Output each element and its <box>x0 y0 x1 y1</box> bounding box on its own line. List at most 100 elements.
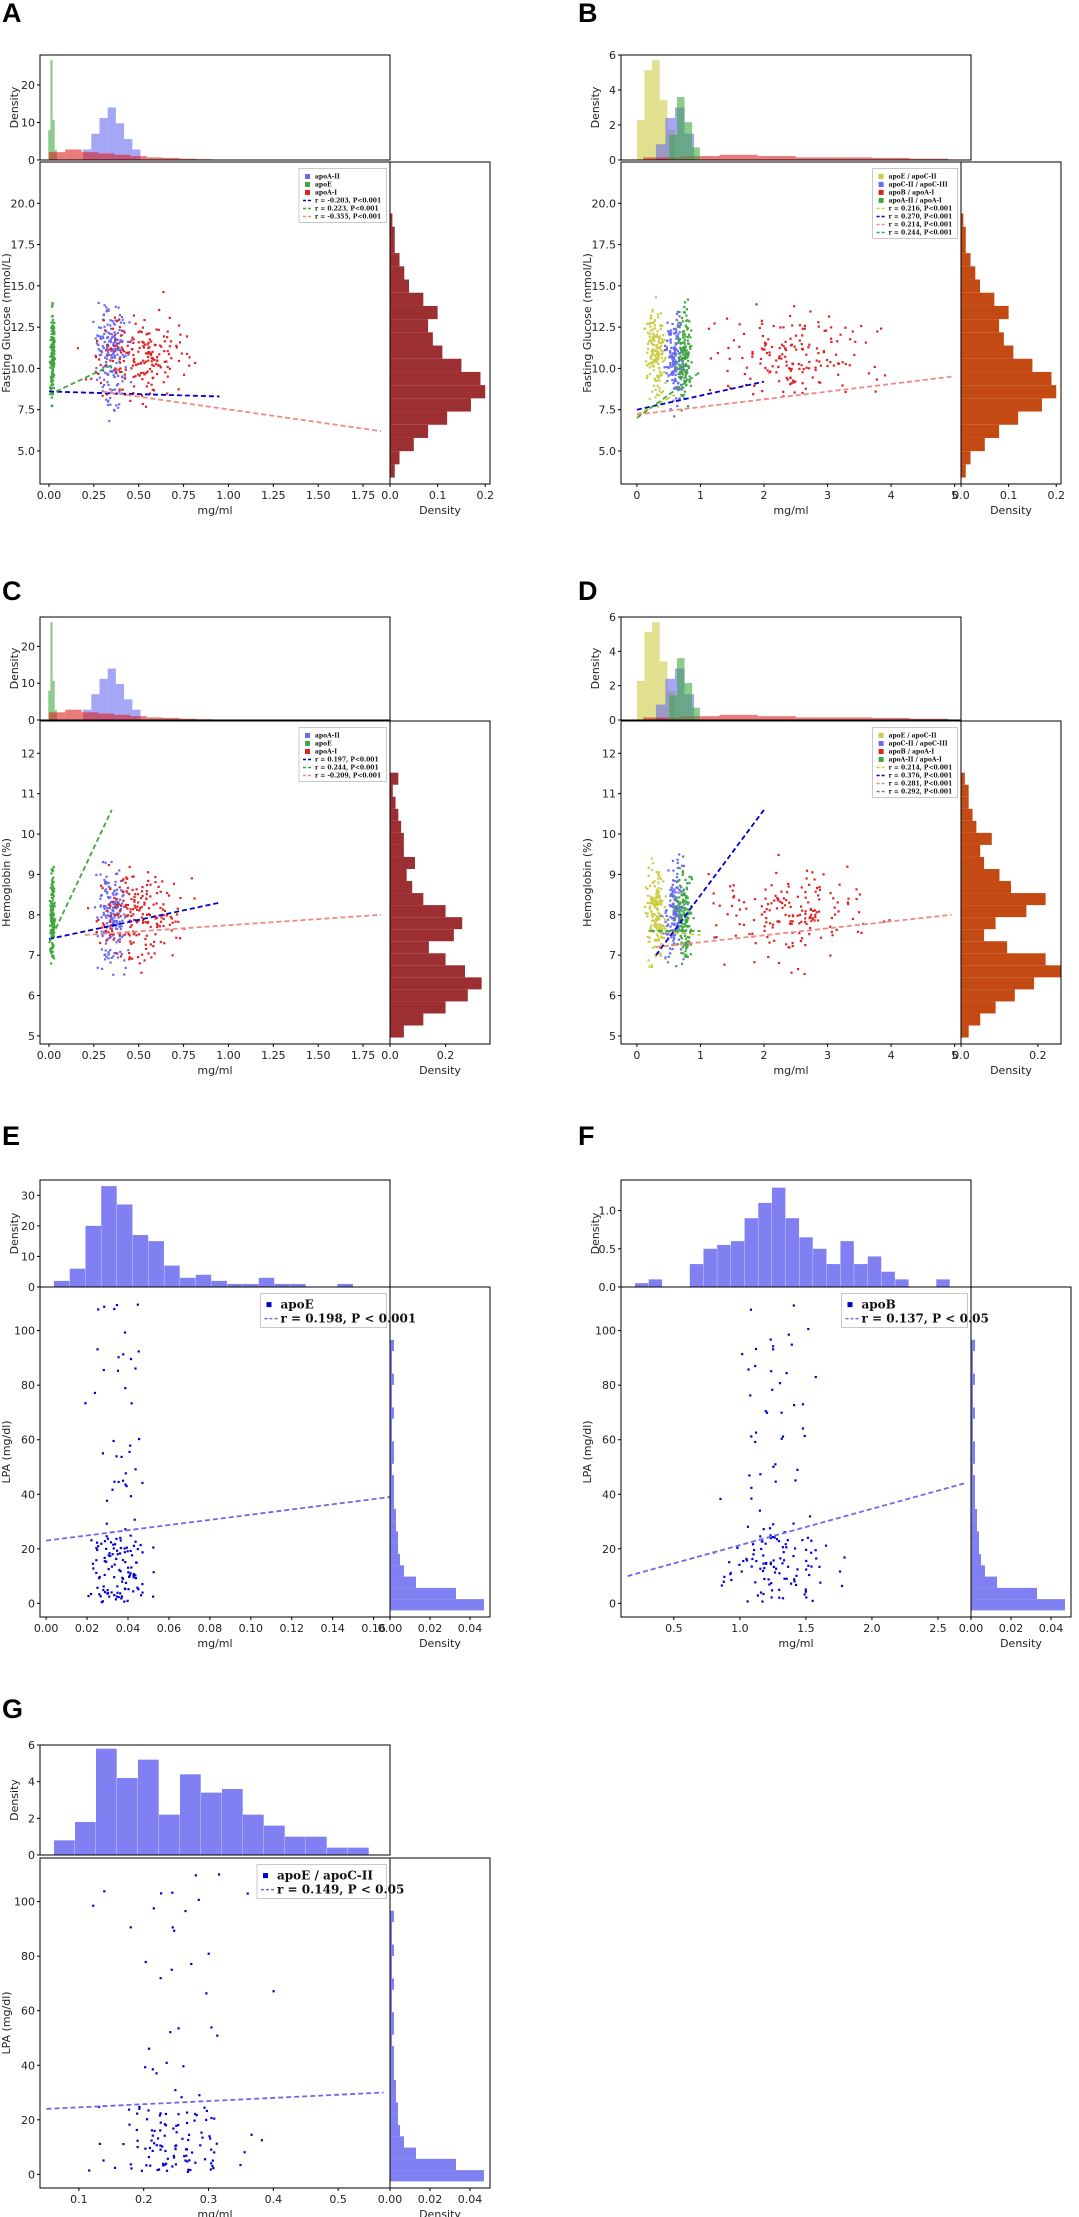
scatter-point <box>657 316 660 319</box>
x-axis-label: mg/ml <box>197 1064 232 1077</box>
scatter-point <box>676 887 679 890</box>
scatter-point <box>688 375 691 378</box>
scatter-point <box>674 899 677 902</box>
scatter-point <box>147 871 150 874</box>
scatter-point <box>803 1434 806 1438</box>
scatter-point <box>51 869 55 873</box>
scatter-point <box>128 951 131 955</box>
scatter-point <box>99 363 102 367</box>
scatter-point <box>658 896 661 899</box>
scatter-point <box>655 888 659 892</box>
scatter-point <box>690 329 693 332</box>
scatter-point <box>51 315 54 318</box>
hist-bar <box>390 784 393 797</box>
scatter-point <box>815 359 818 362</box>
scatter-point <box>650 349 653 352</box>
scatter-point <box>681 889 684 892</box>
scatter-point <box>790 382 793 385</box>
panel-label: A <box>2 0 22 28</box>
scatter-point <box>798 324 802 327</box>
legend-marker <box>878 756 884 762</box>
scatter-point <box>672 923 676 926</box>
scatter-point <box>810 1539 813 1542</box>
scatter-point <box>124 1561 127 1564</box>
scatter-point <box>50 908 53 911</box>
scatter-point <box>657 881 660 884</box>
hist-bar <box>227 1283 243 1287</box>
scatter-point <box>95 1571 98 1575</box>
scatter-point <box>770 884 773 887</box>
scatter-point <box>131 364 134 367</box>
scatter-point <box>117 368 120 371</box>
scatter-point <box>665 345 668 348</box>
hist-bar <box>644 70 653 160</box>
scatter-point <box>145 2118 149 2121</box>
scatter-point <box>164 2149 167 2153</box>
scatter-point <box>54 918 57 921</box>
scatter-point <box>835 353 838 356</box>
scatter-point <box>114 913 117 917</box>
scatter-point <box>716 351 719 355</box>
scatter-point <box>687 912 691 915</box>
scatter-point <box>146 343 149 346</box>
hist-bar <box>50 60 53 160</box>
scatter-point <box>166 2157 169 2160</box>
scatter-point <box>184 2159 187 2162</box>
scatter-point <box>159 2148 162 2151</box>
scatter-point <box>804 896 807 899</box>
scatter-point <box>53 333 56 336</box>
scatter-point <box>829 360 832 364</box>
scatter-points <box>48 290 197 423</box>
scatter-point <box>815 886 819 890</box>
scatter-point <box>88 2169 91 2172</box>
scatter-point <box>655 928 658 931</box>
hist-bar <box>643 717 682 720</box>
scatter-point <box>778 355 781 358</box>
scatter-point <box>775 907 779 910</box>
scatter-point <box>172 882 176 885</box>
scatter-point <box>680 937 683 940</box>
scatter-point <box>883 920 886 923</box>
scatter-point <box>654 925 657 928</box>
scatter-point <box>134 1540 137 1543</box>
scatter-point <box>683 338 686 341</box>
scatter-point <box>772 1465 775 1468</box>
scatter-point <box>817 894 820 897</box>
scatter-point <box>677 337 680 340</box>
scatter-point <box>123 933 127 936</box>
scatter-point <box>108 907 111 910</box>
scatter-point <box>134 363 138 367</box>
scatter-point <box>689 336 692 339</box>
scatter-point <box>680 886 683 889</box>
scatter-point <box>656 384 659 387</box>
scatter-point <box>761 389 764 393</box>
scatter-point <box>113 1576 116 1579</box>
right-hist-xlabel: Density <box>990 1064 1032 1077</box>
scatter-point <box>844 362 847 366</box>
scatter-point <box>817 381 821 384</box>
scatter-point <box>844 390 847 394</box>
scatter-point <box>686 339 689 342</box>
scatter-point <box>759 357 763 361</box>
hist-bar <box>390 1910 394 1923</box>
scatter-point <box>647 322 650 325</box>
scatter-point <box>661 334 665 337</box>
scatter-point <box>95 367 98 370</box>
scatter-point <box>119 1546 123 1550</box>
scatter-point <box>50 336 53 339</box>
top-hist-tick-label: 6 <box>609 49 616 62</box>
scatter-point <box>118 313 122 317</box>
scatter-point <box>666 339 669 342</box>
scatter-point <box>663 358 666 361</box>
scatter-point <box>742 1559 745 1563</box>
scatter-point <box>670 917 674 920</box>
scatter-point <box>805 1548 808 1551</box>
scatter-point <box>107 353 111 356</box>
scatter-point <box>669 351 672 355</box>
scatter-point <box>109 913 113 916</box>
y-tick-label: 12 <box>21 747 35 760</box>
scatter-point <box>124 1387 127 1390</box>
scatter-point <box>100 1542 103 1545</box>
scatter-point <box>120 346 123 349</box>
scatter-point <box>649 329 652 332</box>
